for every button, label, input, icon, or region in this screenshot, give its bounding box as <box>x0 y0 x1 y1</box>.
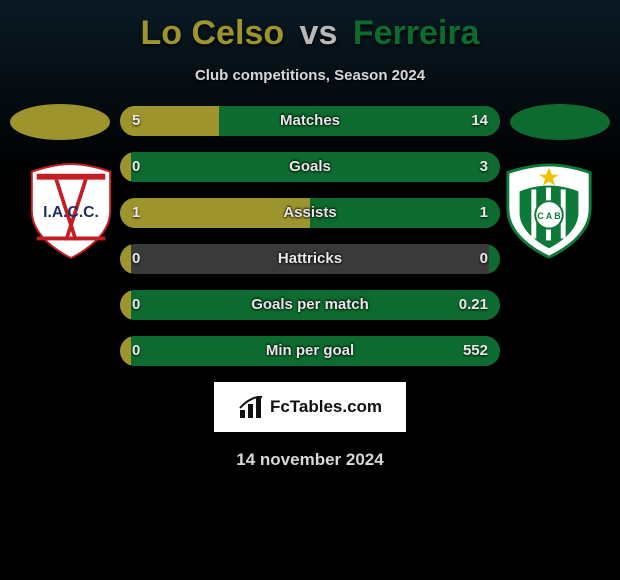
badge-right-text: C A B <box>537 211 560 221</box>
stat-value-right: 3 <box>480 152 488 182</box>
comparison-card: Lo Celso vs Ferreira Club competitions, … <box>0 0 620 580</box>
stat-row: 0Goals3 <box>120 152 500 182</box>
stat-value-right: 0.21 <box>459 290 488 320</box>
attribution-text: FcTables.com <box>270 397 382 417</box>
stat-value-right: 1 <box>480 198 488 228</box>
player1-name: Lo Celso <box>141 14 285 52</box>
stat-label: Goals <box>120 152 500 182</box>
stat-row: 1Assists1 <box>120 198 500 228</box>
vs-label: vs <box>300 14 338 52</box>
subtitle: Club competitions, Season 2024 <box>0 67 620 84</box>
club-badge-right: C A B <box>500 162 598 260</box>
page-title: Lo Celso vs Ferreira <box>0 14 620 53</box>
stat-label: Matches <box>120 106 500 136</box>
shield-icon: I.A.C.C. <box>22 162 120 260</box>
attribution-badge: FcTables.com <box>214 382 406 432</box>
stat-value-right: 552 <box>463 336 488 366</box>
stat-value-right: 14 <box>471 106 488 136</box>
club-badge-left: I.A.C.C. <box>22 162 120 260</box>
badge-left-text: I.A.C.C. <box>43 204 99 221</box>
stat-row: 5Matches14 <box>120 106 500 136</box>
stat-bars: 5Matches140Goals31Assists10Hattricks00Go… <box>120 104 500 366</box>
stat-row: 0Goals per match0.21 <box>120 290 500 320</box>
stats-area: I.A.C.C. C A B 5Matches140Goals31Assists… <box>0 104 620 366</box>
player2-name: Ferreira <box>353 14 480 52</box>
stat-label: Hattricks <box>120 244 500 274</box>
stat-value-right: 0 <box>480 244 488 274</box>
player2-silhouette <box>510 104 610 140</box>
shield-icon: C A B <box>500 162 598 260</box>
stat-row: 0Min per goal552 <box>120 336 500 366</box>
stat-label: Assists <box>120 198 500 228</box>
stat-label: Min per goal <box>120 336 500 366</box>
stat-label: Goals per match <box>120 290 500 320</box>
fctables-icon <box>238 394 264 420</box>
date-label: 14 november 2024 <box>0 450 620 470</box>
stat-row: 0Hattricks0 <box>120 244 500 274</box>
player1-silhouette <box>10 104 110 140</box>
